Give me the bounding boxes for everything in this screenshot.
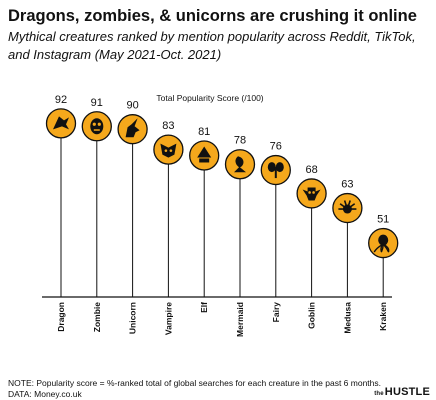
point-dragon	[45, 108, 77, 139]
tick-label-goblin: Goblin	[307, 302, 317, 329]
value-label-goblin: 68	[305, 164, 317, 176]
fairy-icon	[267, 162, 284, 179]
kraken-icon	[373, 234, 390, 253]
tick-label-mermaid: Mermaid	[235, 302, 245, 337]
value-label-kraken: 51	[377, 214, 389, 226]
vampire-icon	[160, 143, 177, 158]
point-unicorn	[117, 114, 148, 145]
value-label-medusa: 63	[341, 179, 353, 191]
elf-icon	[197, 146, 212, 163]
point-elf	[189, 140, 220, 171]
point-mermaid	[224, 149, 256, 180]
brand-prefix: the	[374, 391, 384, 397]
zombie-icon	[90, 118, 104, 135]
tick-label-elf: Elf	[199, 302, 209, 313]
value-label-mermaid: 78	[234, 135, 246, 147]
unicorn-icon	[125, 118, 140, 138]
value-label-elf: 81	[198, 126, 210, 138]
goblin-icon	[302, 187, 321, 201]
tick-label-fairy: Fairy	[271, 302, 281, 323]
chart-axis-title: Total Popularity Score (/100)	[156, 93, 263, 103]
footnote-source: DATA: Money.co.uk	[8, 389, 82, 399]
point-fairy	[260, 154, 291, 186]
point-medusa	[332, 192, 363, 224]
tick-label-zombie: Zombie	[92, 302, 102, 332]
mermaid-icon	[234, 156, 246, 173]
brand-name: HUSTLE	[384, 386, 430, 398]
brand-logo: theHUSTLE	[374, 386, 430, 398]
point-vampire	[153, 134, 184, 165]
footnote-note: NOTE: Popularity score = %-ranked total …	[8, 378, 382, 388]
tick-label-vampire: Vampire	[163, 302, 173, 335]
point-kraken	[368, 227, 399, 259]
chart-subtitle: Mythical creatures ranked by mention pop…	[8, 29, 416, 62]
chart-title: Dragons, zombies, & unicorns are crushin…	[8, 7, 417, 25]
tick-label-unicorn: Unicorn	[128, 302, 138, 334]
point-goblin	[296, 178, 327, 209]
tick-label-dragon: Dragon	[56, 302, 66, 332]
tick-label-kraken: Kraken	[378, 302, 388, 331]
value-label-dragon: 92	[55, 94, 67, 106]
value-label-vampire: 83	[162, 120, 174, 132]
dragon-icon	[53, 116, 69, 130]
value-label-unicorn: 90	[126, 100, 138, 112]
medusa-icon	[338, 200, 357, 214]
value-label-fairy: 76	[270, 141, 282, 153]
value-label-zombie: 91	[91, 97, 103, 109]
point-zombie	[81, 111, 112, 142]
tick-label-medusa: Medusa	[342, 302, 352, 334]
